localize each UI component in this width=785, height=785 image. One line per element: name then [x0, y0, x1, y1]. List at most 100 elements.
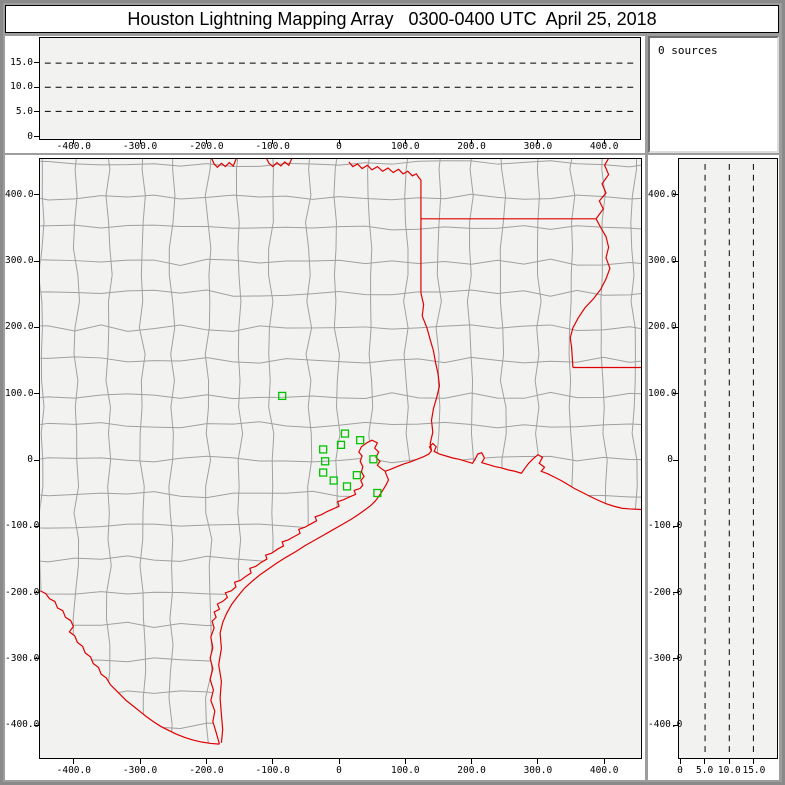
x-axis-tick-label: -100.0: [255, 141, 290, 152]
y-axis-tick-label: -100.0: [648, 520, 683, 532]
y-axis-tick-label: 200.0: [648, 321, 677, 333]
y-axis-tick-label: 200.0: [5, 321, 34, 333]
x-axis-tick-label: -200.0: [189, 141, 224, 152]
altitude-tick-label: 10.0: [717, 765, 741, 776]
y-axis-tick-label: -200.0: [5, 586, 40, 598]
altitude-tick: [679, 759, 681, 764]
x-axis-tick: [73, 759, 75, 764]
altitude-tick: [34, 62, 39, 64]
y-axis-tick: [34, 326, 39, 328]
altitude-tick-label: 5.0: [15, 105, 33, 117]
x-axis-tick: [73, 140, 75, 144]
y-axis-tick: [34, 260, 39, 262]
y-axis-tick: [673, 194, 678, 196]
x-axis-tick: [205, 140, 207, 144]
y-axis-tick: [34, 459, 39, 461]
red-river-west-dip-2: [266, 159, 293, 168]
x-axis-tick-label: 100.0: [390, 141, 420, 152]
x-axis-tick: [338, 140, 340, 144]
red-river-west-dip-1: [211, 159, 237, 169]
altitude-ns-plot-area[interactable]: [678, 158, 778, 759]
y-axis-tick-label: -200.0: [648, 586, 683, 598]
x-axis-tick-label: 200.0: [457, 141, 486, 152]
altitude-ew-panel: -400.0 -300.0 -200.0 -100.0 0 100.0 200.0 300.0…: [5, 36, 645, 153]
altitude-tick-label: 15.0: [10, 56, 33, 68]
lma-station-marker: [342, 482, 352, 491]
lma-stations: [278, 391, 382, 498]
x-axis-tick: [139, 140, 141, 144]
x-axis-tick-label: 400.0: [589, 141, 619, 152]
x-axis-tick: [603, 140, 605, 144]
lma-station-marker: [340, 429, 350, 438]
y-axis-tick-label: -300.0: [648, 652, 683, 664]
gulf-coast-mainland: [209, 439, 641, 745]
x-axis-tick-label: -300.0: [122, 765, 158, 776]
title-bar: Houston Lightning Mapping Array 0300-040…: [5, 5, 779, 33]
x-axis-tick: [272, 759, 274, 764]
x-axis-tick: [338, 759, 340, 764]
lma-station-marker: [336, 440, 346, 449]
y-axis-tick-label: 100.0: [5, 387, 34, 399]
x-axis-tick-label: -400.0: [56, 141, 91, 152]
plan-view-panel: -400.0 -300.0 -200.0 -100.0 0 100.0 200.0 300.0…: [5, 155, 645, 780]
x-axis-tick-label: -400.0: [56, 765, 91, 776]
plan-view-plot-area[interactable]: [39, 158, 642, 759]
altitude-tick-label: 0: [27, 130, 33, 142]
county-boundaries: [40, 159, 641, 745]
y-axis-tick: [673, 459, 678, 461]
x-axis-tick-label: 100.0: [390, 765, 420, 776]
state-borders-and-coastline: [40, 159, 641, 745]
altitude-ew-plot-area[interactable]: [39, 37, 641, 140]
y-axis-tick-label: 300.0: [5, 255, 34, 267]
x-axis-tick-label: 400.0: [589, 765, 619, 776]
x-axis-tick: [139, 759, 141, 764]
padre-island-barrier: [218, 471, 390, 743]
x-axis-tick: [404, 759, 406, 764]
lma-station-marker: [373, 488, 382, 498]
altitude-tick-label: 10.0: [10, 81, 33, 93]
y-axis-tick: [34, 658, 39, 660]
y-axis-tick: [34, 393, 39, 395]
x-axis-tick: [603, 759, 605, 764]
altitude-ns-svg: [704, 164, 754, 753]
x-axis-tick-label: 200.0: [457, 765, 486, 776]
rio-grande-tx-mexico: [40, 590, 220, 745]
lma-station-marker: [329, 476, 338, 485]
x-axis-tick-label: -300.0: [122, 141, 158, 152]
y-axis-tick: [673, 658, 678, 660]
y-axis-tick: [34, 592, 39, 594]
x-axis-tick-label: 0: [336, 141, 342, 152]
y-axis-tick: [34, 194, 39, 196]
altitude-tick: [34, 136, 39, 137]
lma-station-marker: [321, 457, 330, 466]
plan-view-map-svg: [40, 159, 641, 745]
altitude-tick: [34, 86, 39, 88]
altitude-ns-panel: 400.0 300.0 200.0 100.0 0 -100.0 -200.0 -300.0 -…: [648, 155, 779, 780]
lma-station-marker: [278, 391, 287, 401]
y-axis-tick-label: -100.0: [5, 520, 40, 532]
x-axis-tick-label: -200.0: [189, 765, 224, 776]
sources-panel: 0 sources: [648, 36, 779, 153]
y-axis-tick: [673, 525, 678, 527]
y-axis-tick-label: -400.0: [5, 719, 40, 731]
x-axis-tick-label: 0: [336, 765, 342, 776]
y-axis-tick-label: 100.0: [648, 387, 677, 399]
altitude-gridlines: [704, 164, 754, 753]
lma-station-marker: [352, 471, 361, 480]
y-axis-tick-label: 0: [667, 454, 673, 465]
altitude-tick: [704, 759, 706, 764]
y-axis-tick: [673, 393, 678, 395]
mississippi-river: [569, 159, 611, 368]
altitude-tick-label: 15.0: [742, 765, 766, 776]
altitude-tick-label: 5.0: [696, 765, 714, 776]
lma-station-marker: [319, 468, 328, 477]
altitude-gridlines: [44, 62, 636, 112]
red-river-tx-ok: [348, 161, 422, 181]
altitude-ew-svg: [44, 62, 636, 112]
y-axis-tick-label: 0: [27, 454, 33, 465]
x-axis-tick: [404, 140, 406, 144]
x-axis-tick: [272, 140, 274, 144]
x-axis-tick: [471, 759, 473, 764]
lma-station-marker: [369, 455, 378, 464]
